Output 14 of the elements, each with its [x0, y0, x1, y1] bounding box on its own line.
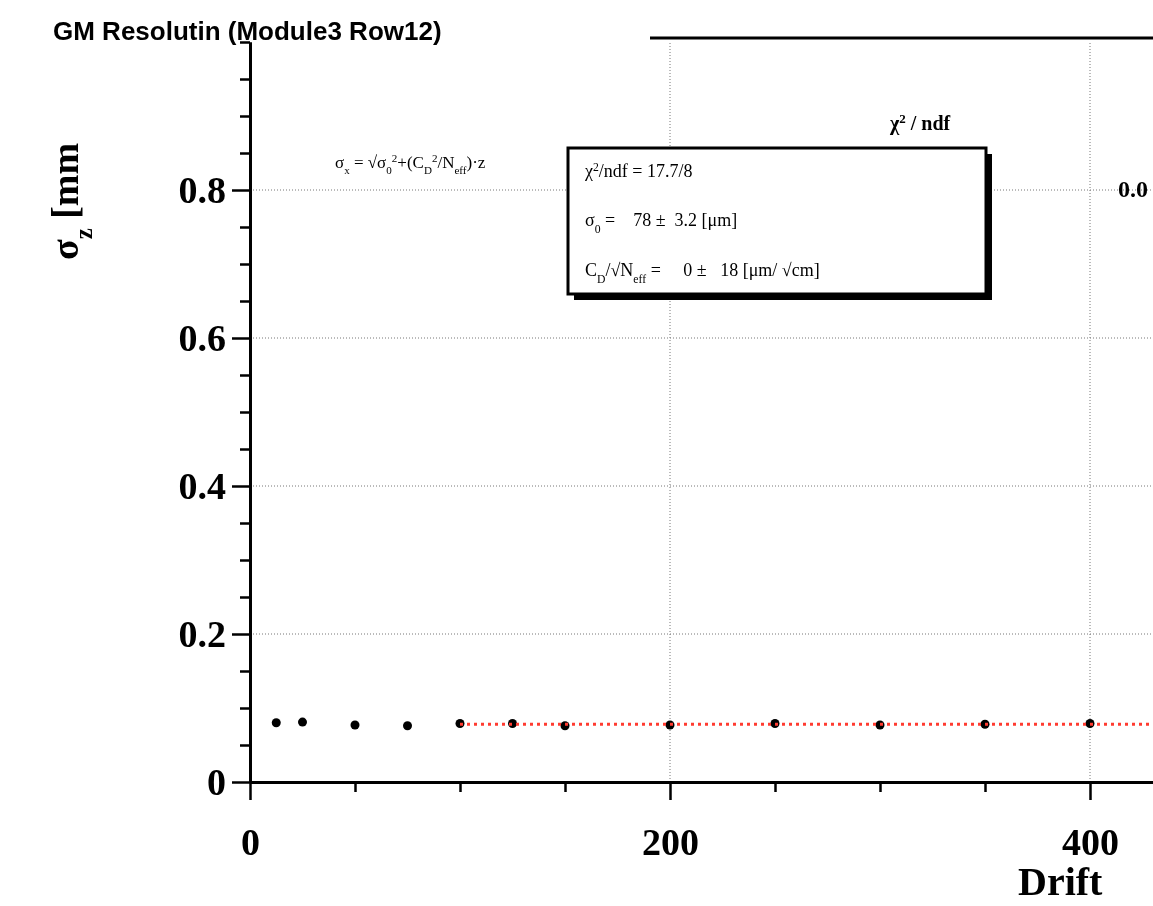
- x-tick-label: 200: [642, 820, 699, 863]
- annotation: 0.0: [1118, 176, 1148, 202]
- y-tick-label: 0: [207, 760, 226, 803]
- annotation: C$_{D}$/√N$_{eff}$ = 0 ± 18 [μm/ √cm]: [585, 260, 820, 286]
- annotation: χ$^{2}$/ndf = 17.7/8: [584, 160, 693, 181]
- annotation: χ$^{2}$ / ndf: [889, 110, 951, 135]
- y-tick-label: 0.8: [178, 168, 226, 211]
- chart-title: GM Resolutin (Module3 Row12): [53, 16, 442, 46]
- y-tick-label: 0.4: [178, 464, 226, 507]
- y-tick-label: 0.6: [178, 316, 226, 359]
- y-tick-label: 0.2: [178, 612, 226, 655]
- annotation: σ$_{0}$ = 78 ± 3.2 [μm]: [585, 210, 738, 236]
- text: σ$_{x}$ = √σ$_{0}$$^{2}$+(C$_{D}$$^{2}$/N$_{eff}$)·z: [335, 152, 486, 176]
- x-tick-label: 0: [241, 820, 260, 863]
